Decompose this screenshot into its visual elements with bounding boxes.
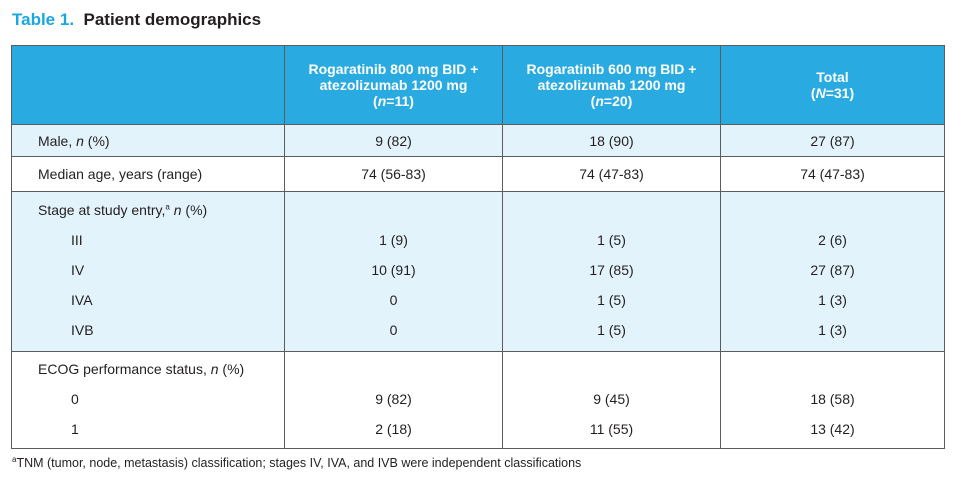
cell-value: 10 (91)	[371, 262, 416, 278]
header-800mg: Rogaratinib 800 mg BID + atezolizumab 12…	[284, 45, 503, 125]
ecog-values-total: 18 (58) 13 (42)	[720, 351, 945, 449]
header-total-n: (N=31)	[810, 85, 855, 101]
cell-value: 18 (90)	[502, 124, 721, 157]
stage-item-label: IVB	[71, 322, 94, 338]
ecog-heading: ECOG performance status, n (%)	[38, 361, 245, 377]
ecog-values-600mg: 9 (45) 11 (55)	[502, 351, 721, 449]
cell-value: 1 (5)	[597, 322, 626, 338]
ecog-group-labels: ECOG performance status, n (%) 0 1	[11, 351, 285, 449]
header-600mg: Rogaratinib 600 mg BID + atezolizumab 12…	[502, 45, 721, 125]
header-row: Rogaratinib 800 mg BID + atezolizumab 12…	[11, 45, 945, 125]
cell-value: 0	[389, 292, 398, 308]
header-600mg-line1: Rogaratinib 600 mg BID +	[526, 61, 697, 77]
cell-value: 2 (6)	[818, 232, 847, 248]
cell-value: 18 (58)	[810, 391, 855, 407]
header-total-line1: Total	[816, 69, 849, 85]
demographics-table: Rogaratinib 800 mg BID + atezolizumab 12…	[11, 45, 945, 449]
cell-value: 9 (82)	[375, 391, 412, 407]
ecog-item-label: 0	[71, 391, 79, 407]
stage-group-labels: Stage at study entry,a n (%) III IV IVA …	[11, 191, 285, 352]
header-600mg-n: (n=20)	[590, 93, 633, 109]
cell-value: 13 (42)	[810, 421, 855, 437]
cell-value: 17 (85)	[589, 262, 634, 278]
header-600mg-line2: atezolizumab 1200 mg	[537, 77, 686, 93]
stage-values-600mg: 1 (5) 17 (85) 1 (5) 1 (5)	[502, 191, 721, 352]
ecog-item-label: 1	[71, 421, 79, 437]
stage-item-label: IVA	[71, 292, 93, 308]
table-caption: Patient demographics	[83, 10, 262, 29]
row-label: Median age, years (range)	[11, 156, 285, 192]
table-number: Table 1.	[12, 10, 75, 29]
table-footnote: aTNM (tumor, node, metastasis) classific…	[12, 454, 582, 470]
stage-heading: Stage at study entry,a n (%)	[38, 202, 208, 218]
header-empty-cell	[11, 45, 285, 125]
cell-value: 1 (5)	[597, 292, 626, 308]
stage-item-label: III	[71, 232, 83, 248]
cell-value: 9 (82)	[284, 124, 503, 157]
stage-item-label: IV	[71, 262, 85, 278]
stage-values-total: 2 (6) 27 (87) 1 (3) 1 (3)	[720, 191, 945, 352]
header-800mg-line2: atezolizumab 1200 mg	[319, 77, 468, 93]
row-ecog-group: ECOG performance status, n (%) 0 1 9 (82…	[11, 351, 945, 449]
cell-value: 0	[389, 322, 398, 338]
ecog-values-800mg: 9 (82) 2 (18)	[284, 351, 503, 449]
cell-value: 9 (45)	[593, 391, 630, 407]
cell-value: 27 (87)	[720, 124, 945, 157]
stage-values-800mg: 1 (9) 10 (91) 0 0	[284, 191, 503, 352]
cell-value: 1 (9)	[379, 232, 408, 248]
row-stage-group: Stage at study entry,a n (%) III IV IVA …	[11, 191, 945, 352]
cell-value: 11 (55)	[589, 421, 634, 437]
header-800mg-line1: Rogaratinib 800 mg BID +	[308, 61, 479, 77]
row-age: Median age, years (range) 74 (56-83) 74 …	[11, 156, 945, 192]
cell-value: 2 (18)	[375, 421, 412, 437]
cell-value: 27 (87)	[810, 262, 855, 278]
cell-value: 74 (47-83)	[502, 156, 721, 192]
cell-value: 1 (5)	[597, 232, 626, 248]
header-total: Total (N=31)	[720, 45, 945, 125]
row-male: Male, n (%) 9 (82) 18 (90) 27 (87)	[11, 124, 945, 157]
header-800mg-n: (n=11)	[373, 93, 414, 109]
cell-value: 1 (3)	[818, 322, 847, 338]
row-label: Male, n (%)	[11, 124, 285, 157]
cell-value: 1 (3)	[818, 292, 847, 308]
table-title: Table 1. Patient demographics	[12, 10, 261, 30]
cell-value: 74 (56-83)	[284, 156, 503, 192]
cell-value: 74 (47-83)	[720, 156, 945, 192]
